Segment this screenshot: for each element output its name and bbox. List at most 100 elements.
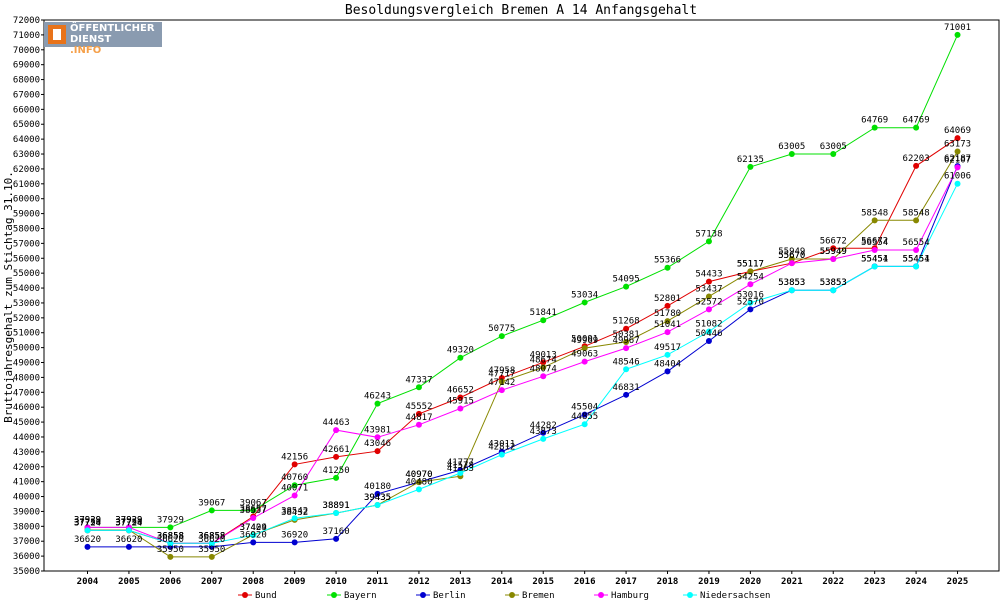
data-point-hamburg xyxy=(871,247,878,254)
data-label-bayern: 39067 xyxy=(198,498,225,508)
data-point-niedersachsen xyxy=(498,451,505,458)
data-point-hamburg xyxy=(788,260,795,267)
data-label-bund: 56672 xyxy=(861,236,888,246)
y-tick-label: 40000 xyxy=(13,493,40,503)
data-point-bremen xyxy=(913,217,920,224)
data-label-niedersachsen: 49517 xyxy=(654,343,681,353)
data-point-niedersachsen xyxy=(788,287,795,294)
x-tick-label: 2018 xyxy=(657,577,679,587)
data-point-hamburg xyxy=(457,405,464,412)
y-tick-label: 50000 xyxy=(13,344,40,354)
data-point-bayern xyxy=(623,283,630,290)
y-tick-label: 42000 xyxy=(13,463,40,473)
logo-line2: DIENST xyxy=(70,34,112,45)
data-labels: 37724 37724 36858 36858 38657 42156 42661 43046… xyxy=(74,23,971,555)
data-label-niedersachsen: 36858 xyxy=(198,531,225,541)
data-point-berlin xyxy=(581,411,588,418)
data-point-niedersachsen xyxy=(374,501,381,508)
data-label-bremen: 37750 xyxy=(74,518,101,528)
data-label-berlin: 43011 xyxy=(488,440,515,450)
data-point-niedersachsen xyxy=(291,515,298,522)
x-tick-label: 2015 xyxy=(532,577,554,587)
x-tick-label: 2020 xyxy=(740,577,762,587)
y-tick-label: 64000 xyxy=(13,135,40,145)
data-label-berlin: 55454 xyxy=(861,254,888,264)
data-point-bayern xyxy=(333,474,340,481)
y-tick-label: 63000 xyxy=(13,150,40,160)
data-label-bremen: 37750 xyxy=(115,518,142,528)
data-point-berlin xyxy=(374,490,381,497)
data-point-niedersachsen xyxy=(415,486,422,493)
data-point-berlin xyxy=(747,306,754,313)
data-label-bund: 42156 xyxy=(281,452,308,462)
data-label-hamburg: 45915 xyxy=(447,396,474,406)
data-point-bayern xyxy=(913,124,920,131)
data-point-niedersachsen xyxy=(705,328,712,335)
data-label-niedersachsen: 37724 xyxy=(115,518,142,528)
data-label-niedersachsen: 61006 xyxy=(944,172,971,182)
data-point-niedersachsen xyxy=(581,421,588,428)
data-label-berlin: 36620 xyxy=(74,535,101,545)
series-lines xyxy=(84,31,961,560)
y-tick-label: 62000 xyxy=(13,165,40,175)
data-point-bremen xyxy=(581,345,588,352)
data-point-bremen xyxy=(747,268,754,275)
data-point-bremen xyxy=(788,256,795,263)
data-label-bund: 47958 xyxy=(488,366,515,376)
data-label-bund: 43046 xyxy=(364,439,391,449)
data-point-niedersachsen xyxy=(913,263,920,270)
x-tick-label: 2004 xyxy=(77,577,99,587)
data-label-bayern: 47337 xyxy=(405,375,432,385)
data-label-bremen: 40970 xyxy=(405,470,432,480)
data-point-bund xyxy=(705,278,712,285)
data-label-niedersachsen: 44855 xyxy=(571,412,598,422)
y-tick-label: 37000 xyxy=(13,537,40,547)
data-label-niedersachsen: 55451 xyxy=(861,254,888,264)
data-label-bayern: 64769 xyxy=(861,116,888,126)
data-point-hamburg xyxy=(250,515,257,522)
legend-label-bund: Bund xyxy=(255,591,277,600)
data-point-bayern xyxy=(291,482,298,489)
y-tick-label: 45000 xyxy=(13,418,40,428)
data-point-hamburg xyxy=(954,164,961,171)
y-tick-label: 36000 xyxy=(13,552,40,562)
data-label-bremen: 58548 xyxy=(903,208,930,218)
data-label-niedersachsen: 37404 xyxy=(240,523,267,533)
data-label-bayern: 39067 xyxy=(240,498,267,508)
legend: Bund Bayern Berlin Bremen Hamburg Niedersachs… xyxy=(238,591,770,600)
data-label-bund: 49013 xyxy=(530,350,557,360)
data-label-hamburg: 44817 xyxy=(405,413,432,423)
data-label-bund: 42661 xyxy=(323,445,350,455)
data-point-niedersachsen xyxy=(84,527,91,534)
data-label-bremen: 53437 xyxy=(695,284,722,294)
data-label-berlin: 36920 xyxy=(281,530,308,540)
y-tick-label: 46000 xyxy=(13,403,40,413)
data-label-hamburg: 54254 xyxy=(737,272,764,282)
x-tick-label: 2016 xyxy=(574,577,596,587)
data-point-hamburg xyxy=(830,256,837,263)
data-label-niedersachsen: 43873 xyxy=(530,427,557,437)
x-tick-label: 2009 xyxy=(284,577,306,587)
data-point-niedersachsen xyxy=(208,540,215,547)
y-tick-label: 55000 xyxy=(13,269,40,279)
y-tick-label: 39000 xyxy=(13,507,40,517)
data-label-niedersachsen: 40480 xyxy=(405,477,432,487)
data-label-hamburg: 62107 xyxy=(944,155,971,165)
data-point-niedersachsen xyxy=(333,510,340,517)
x-tick-label: 2006 xyxy=(160,577,182,587)
data-point-berlin xyxy=(125,543,132,550)
data-point-berlin xyxy=(291,539,298,546)
y-tick-label: 49000 xyxy=(13,359,40,369)
data-label-bremen: 41363 xyxy=(447,464,474,474)
data-label-hamburg: 48074 xyxy=(530,364,557,374)
y-tick-label: 66000 xyxy=(13,105,40,115)
data-label-berlin: 50446 xyxy=(695,329,722,339)
data-label-bund: 50091 xyxy=(571,334,598,344)
legend-marker-niedersachsen xyxy=(687,592,693,598)
data-point-bremen xyxy=(705,293,712,300)
legend-marker-bremen xyxy=(509,592,515,598)
data-point-bund xyxy=(415,410,422,417)
data-label-berlin: 62187 xyxy=(944,154,971,164)
data-label-bund: 56672 xyxy=(820,236,847,246)
